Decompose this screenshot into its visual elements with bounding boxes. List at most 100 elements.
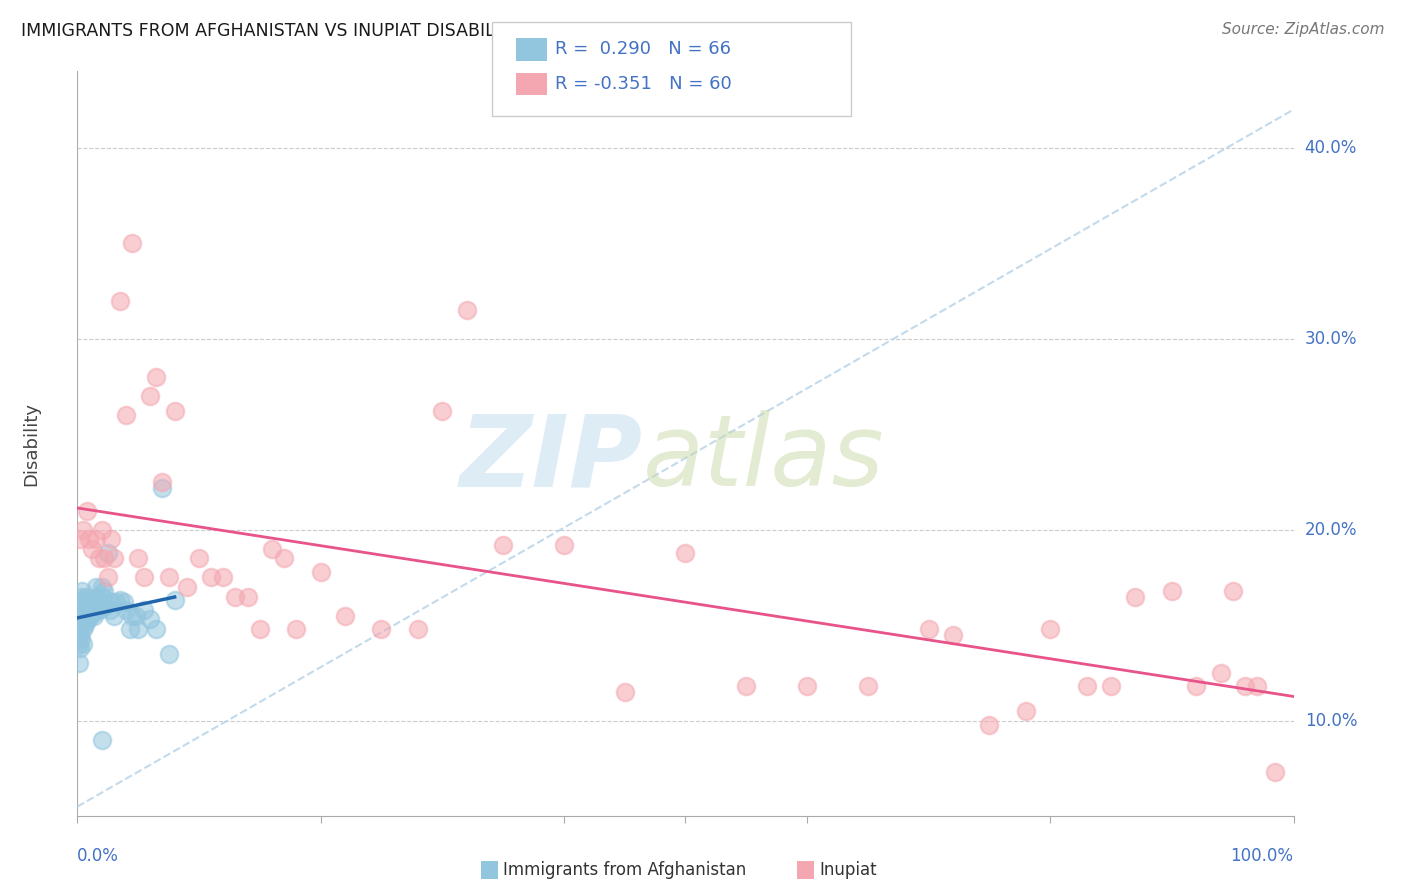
Point	[152, 475, 174, 489]
Point	[163, 593, 186, 607]
Point	[77, 599, 100, 613]
Point	[273, 551, 295, 566]
Point	[69, 608, 91, 623]
Point	[70, 632, 93, 646]
Point	[115, 408, 138, 422]
Point	[121, 236, 143, 251]
Point	[121, 608, 143, 623]
Point	[90, 580, 112, 594]
Point	[84, 603, 107, 617]
Point	[212, 570, 235, 584]
Point	[553, 538, 575, 552]
Point	[72, 622, 94, 636]
Point	[76, 595, 98, 609]
Point	[406, 622, 429, 636]
Point	[94, 599, 117, 613]
Point	[77, 612, 100, 626]
Point	[309, 565, 332, 579]
Point	[72, 637, 94, 651]
Point	[75, 603, 97, 617]
Point	[942, 628, 965, 642]
Point	[152, 481, 174, 495]
Point	[67, 637, 90, 651]
Point	[127, 551, 149, 566]
Point	[72, 523, 94, 537]
Point	[224, 590, 246, 604]
Point	[73, 593, 96, 607]
Point	[1185, 679, 1208, 693]
Point	[87, 599, 110, 613]
Point	[69, 599, 91, 613]
Point	[1076, 679, 1098, 693]
Text: R = -0.351   N = 60: R = -0.351 N = 60	[555, 75, 733, 93]
Point	[80, 593, 103, 607]
Point	[75, 590, 97, 604]
Point	[157, 647, 180, 661]
Point	[103, 608, 125, 623]
Text: Immigrants from Afghanistan: Immigrants from Afghanistan	[503, 861, 747, 879]
Text: Disability: Disability	[22, 401, 41, 486]
Point	[492, 538, 515, 552]
Point	[76, 503, 98, 517]
Point	[979, 717, 1001, 731]
Point	[1125, 590, 1147, 604]
Point	[97, 570, 120, 584]
Point	[1015, 704, 1038, 718]
Point	[69, 533, 91, 547]
Point	[1246, 679, 1268, 693]
Point	[84, 580, 107, 594]
Point	[82, 603, 104, 617]
Point	[70, 603, 93, 617]
Point	[1264, 765, 1286, 780]
Point	[86, 590, 108, 604]
Text: 10.0%: 10.0%	[1305, 712, 1357, 730]
Point	[93, 583, 115, 598]
Point	[735, 679, 758, 693]
Text: 40.0%: 40.0%	[1305, 139, 1357, 157]
Point	[118, 622, 141, 636]
Point	[67, 608, 90, 623]
Point	[112, 595, 135, 609]
Point	[134, 570, 156, 584]
Point	[1209, 665, 1232, 680]
Point	[80, 599, 103, 613]
Text: R =  0.290   N = 66: R = 0.290 N = 66	[555, 40, 731, 58]
Text: Source: ZipAtlas.com: Source: ZipAtlas.com	[1222, 22, 1385, 37]
Point	[90, 732, 112, 747]
Point	[188, 551, 211, 566]
Point	[105, 595, 128, 609]
Point	[100, 595, 122, 609]
Text: 0.0%: 0.0%	[77, 847, 120, 864]
Point	[67, 657, 90, 671]
Point	[1222, 583, 1244, 598]
Point	[73, 605, 96, 619]
Point	[69, 618, 91, 632]
Point	[89, 551, 111, 566]
Point	[157, 570, 180, 584]
Point	[115, 603, 138, 617]
Point	[856, 679, 879, 693]
Point	[1039, 622, 1062, 636]
Text: atlas: atlas	[643, 410, 884, 508]
Point	[70, 599, 93, 613]
Point	[236, 590, 259, 604]
Point	[70, 615, 93, 629]
Point	[70, 583, 93, 598]
Point	[97, 546, 120, 560]
Point	[98, 603, 121, 617]
Point	[613, 685, 636, 699]
Point	[93, 551, 115, 566]
Point	[127, 622, 149, 636]
Text: IMMIGRANTS FROM AFGHANISTAN VS INUPIAT DISABILITY CORRELATION CHART: IMMIGRANTS FROM AFGHANISTAN VS INUPIAT D…	[21, 22, 716, 40]
Point	[134, 603, 156, 617]
Point	[1233, 679, 1256, 693]
Point	[72, 608, 94, 623]
Point	[370, 622, 392, 636]
Point	[76, 608, 98, 623]
Point	[108, 293, 131, 308]
Text: 30.0%: 30.0%	[1305, 330, 1357, 348]
Point	[139, 389, 162, 403]
Point	[79, 533, 101, 547]
Text: 100.0%: 100.0%	[1230, 847, 1294, 864]
Point	[69, 628, 91, 642]
